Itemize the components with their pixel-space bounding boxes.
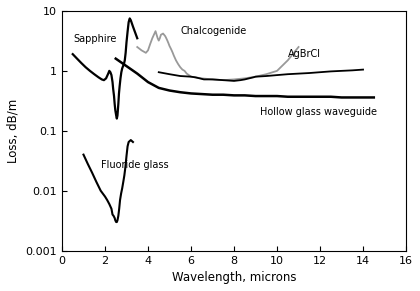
Text: AgBrCl: AgBrCl <box>288 49 321 58</box>
Text: Fluoride glass: Fluoride glass <box>101 160 168 170</box>
Text: Chalcogenide: Chalcogenide <box>180 26 247 36</box>
Y-axis label: Loss, dB/m: Loss, dB/m <box>7 99 20 163</box>
Text: Sapphire: Sapphire <box>74 34 117 44</box>
Text: Hollow glass waveguide: Hollow glass waveguide <box>260 107 377 117</box>
X-axis label: Wavelength, microns: Wavelength, microns <box>172 271 296 284</box>
